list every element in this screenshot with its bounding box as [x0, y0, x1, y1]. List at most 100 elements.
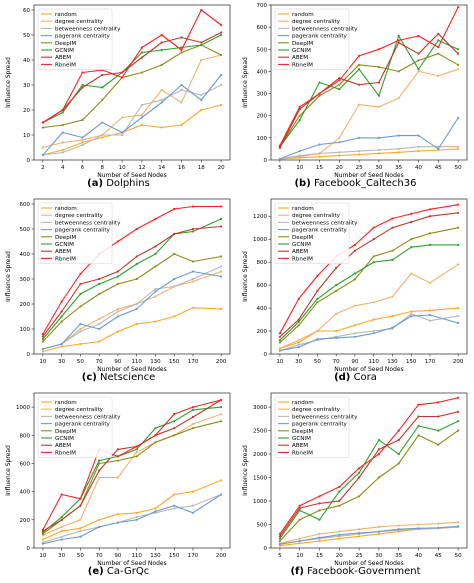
- data-point: [154, 245, 157, 248]
- data-point: [338, 136, 341, 139]
- data-point: [318, 539, 321, 543]
- data-point: [220, 275, 223, 278]
- data-point: [298, 542, 301, 545]
- panel-title: Ca-GrQc: [103, 566, 150, 577]
- data-point: [457, 521, 460, 524]
- legend-entry: degree centrality: [292, 19, 341, 25]
- data-point: [437, 46, 440, 49]
- data-point: [135, 445, 138, 448]
- data-point: [220, 83, 223, 87]
- data-point: [191, 270, 195, 273]
- data-point: [79, 518, 82, 521]
- data-point: [457, 226, 460, 229]
- x-tick-label: 40: [415, 165, 422, 171]
- data-point: [140, 116, 143, 119]
- series-line: [42, 399, 222, 532]
- data-point: [437, 39, 440, 42]
- data-point: [457, 410, 460, 413]
- data-point: [297, 343, 300, 346]
- data-point: [116, 315, 119, 318]
- y-tick-label: 1000: [16, 405, 30, 411]
- y-tick-label: 200: [257, 114, 268, 120]
- data-point: [457, 145, 460, 148]
- x-tick-label: 10: [39, 359, 46, 365]
- data-point: [116, 240, 119, 243]
- data-point: [278, 339, 281, 342]
- data-point: [60, 518, 63, 521]
- y-tick-label: 1500: [253, 476, 267, 482]
- panel-label: (e): [87, 566, 104, 577]
- data-point: [338, 77, 341, 80]
- data-point: [61, 123, 64, 127]
- data-point: [79, 322, 82, 326]
- data-point: [457, 243, 460, 246]
- data-point: [116, 455, 119, 458]
- panel-caption: (b) Facebook_Caltech36: [237, 178, 474, 189]
- data-point: [377, 65, 380, 69]
- y-tick-label: 700: [257, 3, 268, 9]
- x-axis-label: Number of Seed Nodes: [97, 366, 166, 373]
- y-tick-label: 800: [257, 260, 268, 266]
- y-tick-label: 0: [264, 158, 268, 164]
- data-point: [180, 36, 183, 39]
- data-point: [61, 108, 64, 112]
- data-point: [377, 476, 380, 479]
- data-point: [428, 208, 432, 211]
- data-point: [377, 532, 380, 535]
- data-point: [353, 304, 356, 307]
- data-point: [135, 262, 138, 266]
- data-point: [61, 141, 64, 144]
- data-point: [410, 246, 413, 249]
- data-point: [278, 539, 281, 543]
- data-point: [191, 230, 195, 233]
- data-point: [428, 243, 432, 246]
- data-point: [173, 315, 176, 318]
- series-line: [42, 270, 222, 350]
- legend-entry: pagerank centrality: [292, 34, 348, 40]
- data-point: [154, 441, 157, 444]
- data-point: [417, 70, 420, 73]
- data-point: [140, 51, 143, 54]
- data-point: [318, 518, 321, 521]
- plot-frame: [270, 4, 468, 161]
- data-point: [200, 58, 203, 62]
- data-point: [220, 217, 223, 221]
- data-point: [79, 535, 82, 538]
- data-point: [377, 525, 380, 528]
- data-point: [79, 342, 82, 346]
- data-point: [338, 499, 341, 503]
- x-tick-label: 2: [41, 165, 45, 171]
- y-tick-label: 0: [27, 158, 31, 164]
- data-point: [297, 339, 300, 342]
- y-tick-label: 400: [257, 69, 268, 75]
- data-point: [397, 151, 400, 154]
- data-point: [377, 152, 380, 155]
- data-point: [316, 274, 319, 277]
- data-point: [116, 330, 119, 333]
- series-line: [42, 218, 222, 340]
- data-point: [278, 543, 281, 546]
- data-point: [98, 317, 101, 321]
- legend-entry: DeepIM: [292, 429, 313, 435]
- series-line: [42, 225, 222, 337]
- data-point: [79, 305, 82, 308]
- data-point: [135, 255, 138, 258]
- y-tick-label: 500: [20, 227, 31, 233]
- data-point: [154, 287, 157, 291]
- panel-caption: (f) Facebook-Government: [237, 566, 474, 577]
- data-point: [358, 535, 361, 538]
- x-tick-label: 15: [316, 553, 323, 559]
- x-tick-label: 20: [218, 165, 225, 171]
- legend-entry: GCNIM: [292, 48, 311, 54]
- data-point: [79, 292, 82, 296]
- x-tick-label: 16: [178, 165, 185, 171]
- series-line: [42, 9, 222, 123]
- data-point: [60, 535, 63, 538]
- data-point: [200, 41, 203, 44]
- legend-entry: ABEM: [55, 249, 71, 255]
- x-tick-label: 6: [81, 165, 85, 171]
- data-point: [318, 532, 321, 535]
- x-tick-label: 25: [356, 553, 363, 559]
- data-point: [154, 507, 157, 510]
- data-point: [154, 510, 157, 513]
